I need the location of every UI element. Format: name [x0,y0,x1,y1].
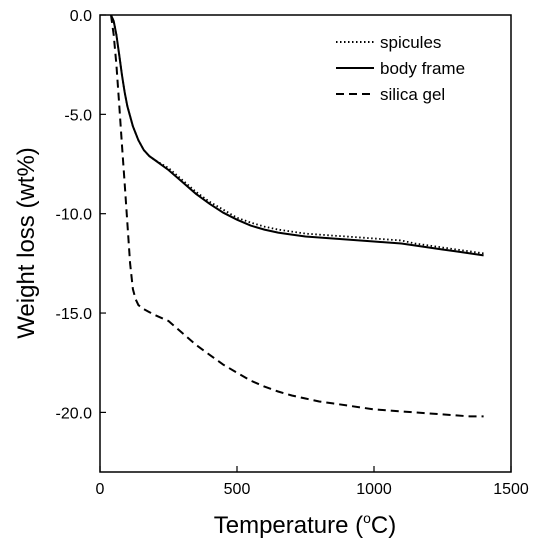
x-axis-title-sup: o [363,510,371,526]
y-tick-label: -20.0 [56,405,93,422]
x-tick-label: 500 [224,481,251,498]
series-line-silica-gel [110,14,484,418]
x-tick-label: 0 [96,481,105,498]
legend: spicules body frame silica gel [336,33,465,104]
y-tick-label: -15.0 [56,306,93,323]
series-line-body-frame [110,14,484,257]
x-tick-label: 1000 [356,481,392,498]
y-tick-label: 0.0 [70,8,92,25]
x-axis-title-unit: C) [371,512,396,539]
y-tick-label: -5.0 [64,107,92,124]
x-axis-title: Temperature (oC) [214,510,397,539]
y-axis-title: Weight loss (wt%) [13,147,40,339]
legend-label: body frame [380,59,465,78]
axis-ticks: 0 500 1000 1500 0.0 -5.0 -10.0 -15.0 -20.0 [56,8,529,498]
legend-label: silica gel [380,85,445,104]
legend-label: spicules [380,33,441,52]
y-tick-label: -10.0 [56,207,93,224]
x-tick-label: 1500 [493,481,529,498]
plot-frame [99,14,512,473]
series-lines [110,14,484,418]
series-line-spicules [110,14,484,255]
